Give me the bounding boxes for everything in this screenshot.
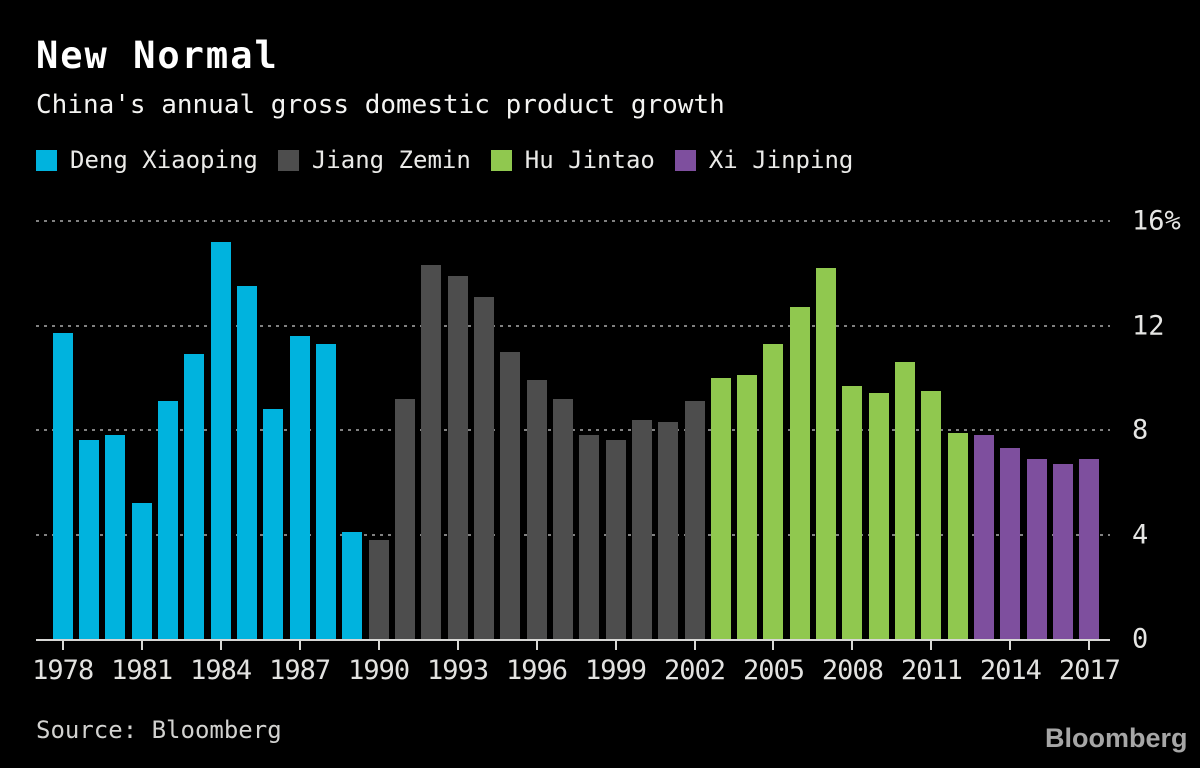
legend-label: Jiang Zemin — [311, 146, 471, 174]
bar-2008 — [842, 386, 863, 639]
x-axis-label-2002: 2002 — [663, 655, 726, 686]
bar-2010 — [895, 362, 916, 639]
legend-label: Xi Jinping — [708, 146, 854, 174]
bar-1983 — [184, 354, 205, 639]
bar-1990 — [368, 540, 389, 639]
y-axis-label-0: 0 — [1132, 623, 1149, 655]
bar-2011 — [921, 391, 942, 639]
bloomberg-logo: Bloomberg — [1045, 723, 1188, 753]
bar-1991 — [394, 399, 415, 639]
gridline-4 — [36, 533, 1110, 536]
bar-2000 — [631, 420, 652, 639]
x-axis-tick-1990 — [377, 641, 380, 650]
legend-swatch-jiang-zemin — [277, 149, 299, 171]
bar-1999 — [605, 440, 626, 639]
x-axis-label-1990: 1990 — [348, 655, 410, 686]
bar-1996 — [526, 380, 547, 639]
gridline-8 — [36, 429, 1110, 431]
x-axis-tick-2017 — [1088, 641, 1091, 650]
x-axis-label-1981: 1981 — [111, 655, 173, 686]
bar-2006 — [789, 307, 810, 639]
x-axis-tick-1993 — [456, 641, 459, 650]
bar-1998 — [579, 435, 600, 639]
x-axis-tick-1996 — [535, 641, 538, 650]
legend-swatch-deng-xiaoping — [36, 149, 57, 171]
chart-subtitle: China's annual gross domestic product gr… — [36, 90, 725, 120]
bar-1980 — [105, 435, 126, 639]
x-axis-tick-2014 — [1009, 641, 1012, 650]
plot-area — [36, 220, 1110, 641]
legend: Deng Xiaoping Jiang Zemin Hu Jintao Xi Jinp… — [36, 146, 853, 174]
x-axis-label-1984: 1984 — [190, 655, 252, 686]
x-axis-label-2011: 2011 — [900, 655, 963, 686]
x-axis-label-1999: 1999 — [585, 655, 647, 686]
x-axis-label-2014: 2014 — [979, 655, 1042, 686]
bar-2007 — [816, 268, 837, 639]
x-axis-tick-2008 — [851, 641, 854, 650]
x-axis-label-2008: 2008 — [821, 655, 884, 686]
legend-label: Hu Jintao — [524, 146, 655, 174]
bar-2014 — [1000, 448, 1021, 639]
x-axis-tick-1984 — [219, 641, 222, 650]
x-axis-label-2017: 2017 — [1058, 655, 1121, 686]
x-axis-tick-2005 — [772, 641, 775, 650]
bar-1984 — [210, 242, 231, 639]
legend-label: Deng Xiaoping — [70, 146, 258, 174]
source-text: Source: Bloomberg — [36, 716, 282, 744]
bar-1988 — [315, 344, 336, 639]
x-axis-label-1993: 1993 — [427, 655, 489, 686]
bar-2013 — [974, 435, 995, 639]
bar-2012 — [947, 433, 968, 639]
bar-1981 — [131, 503, 152, 639]
legend-item-deng-xiaoping: Deng Xiaoping — [36, 146, 258, 174]
gridline-16 — [36, 220, 1110, 222]
bar-1993 — [447, 276, 468, 639]
legend-item-hu-jintao: Hu Jintao — [490, 146, 655, 174]
bar-1978 — [52, 333, 73, 639]
x-axis-tick-1978 — [61, 641, 64, 650]
bar-2004 — [737, 375, 758, 639]
bar-1987 — [289, 336, 310, 639]
bar-1986 — [263, 409, 284, 639]
bar-2016 — [1053, 464, 1074, 639]
bar-2003 — [710, 378, 731, 639]
x-axis-tick-1999 — [614, 641, 617, 650]
bar-1989 — [342, 532, 363, 639]
legend-item-xi-jinping: Xi Jinping — [674, 146, 854, 174]
y-axis-label-8: 8 — [1132, 414, 1149, 446]
legend-swatch-hu-jintao — [490, 149, 512, 171]
legend-swatch-xi-jinping — [674, 149, 696, 171]
bar-2015 — [1026, 459, 1047, 639]
x-axis-label-1996: 1996 — [506, 655, 568, 686]
bar-1995 — [500, 352, 521, 639]
bar-2002 — [684, 401, 705, 639]
bar-1997 — [552, 399, 573, 639]
bar-1992 — [421, 265, 442, 639]
chart-title: New Normal — [36, 34, 279, 77]
x-axis-label-2005: 2005 — [742, 655, 805, 686]
x-axis-tick-1987 — [298, 641, 301, 650]
bar-1979 — [79, 440, 100, 639]
bar-2009 — [868, 393, 889, 639]
x-axis-label-1987: 1987 — [269, 655, 331, 686]
x-axis-label-1978: 1978 — [32, 655, 94, 686]
bar-1982 — [158, 401, 178, 639]
y-axis-label-12: 12 — [1132, 310, 1165, 341]
bar-2001 — [658, 422, 679, 639]
x-axis-line — [36, 639, 1110, 641]
bar-1994 — [473, 297, 494, 639]
bar-1985 — [236, 286, 257, 639]
y-axis-label-16: 16% — [1132, 205, 1181, 237]
bar-2017 — [1079, 459, 1100, 639]
bar-2005 — [763, 344, 784, 639]
x-axis-tick-1981 — [140, 641, 143, 650]
x-axis-tick-2011 — [930, 641, 933, 650]
x-axis-tick-2002 — [693, 641, 696, 650]
gridline-12 — [36, 324, 1110, 327]
legend-item-jiang-zemin: Jiang Zemin — [277, 146, 471, 174]
y-axis-label-4: 4 — [1132, 519, 1149, 550]
